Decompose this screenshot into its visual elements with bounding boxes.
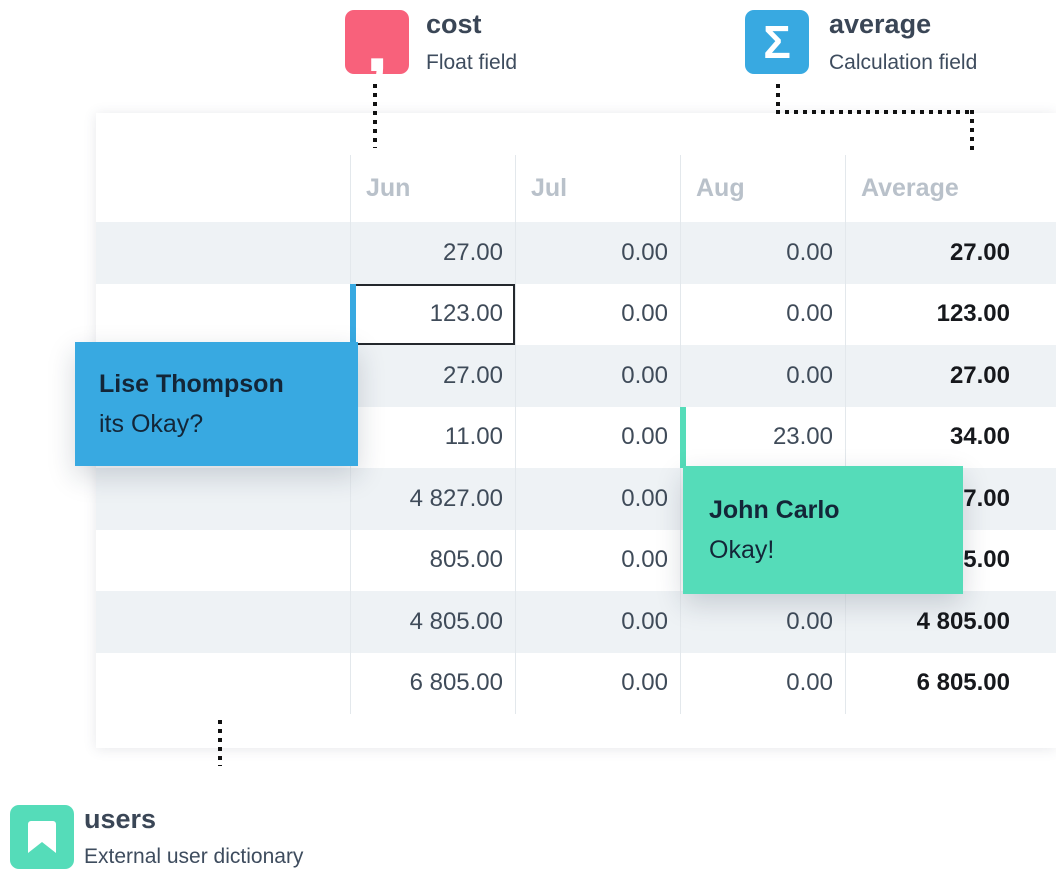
cost-field-subtitle: Float field [426, 51, 518, 74]
comment-message: its Okay? [99, 410, 204, 438]
table-cell-aug[interactable]: 0.00 [680, 345, 845, 407]
row-label-header [96, 155, 350, 222]
user-accent-teal [680, 406, 686, 468]
average-field-title: average [829, 9, 932, 39]
table-cell-jul[interactable]: 0.00 [515, 652, 680, 714]
user-accent-blue [350, 283, 356, 345]
table-cell-aug-highlighted[interactable]: 23.00 [680, 406, 845, 468]
column-header-jul[interactable]: Jul [515, 155, 680, 222]
row-label-cell[interactable] [96, 530, 350, 592]
comment-author: John Carlo [709, 496, 840, 524]
row-label-cell[interactable] [96, 468, 350, 530]
user-dictionary-icon [10, 805, 74, 869]
table-cell-average[interactable]: 27.00 [845, 222, 1056, 284]
table-cell-average[interactable]: 27.00 [845, 345, 1056, 407]
table-row: 27.00 0.00 0.00 27.00 [96, 222, 1056, 284]
table-cell-jul[interactable]: 0.00 [515, 283, 680, 345]
calculation-field-icon: Σ [745, 10, 809, 74]
table-cell-average[interactable]: 123.00 [845, 283, 1056, 345]
table-cell-aug[interactable]: 0.00 [680, 283, 845, 345]
table-cell-jul[interactable]: 0.00 [515, 345, 680, 407]
average-connector-drop [776, 84, 780, 110]
table-row: 4 805.00 0.00 0.00 4 805.00 [96, 591, 1056, 653]
cost-field-title: cost [426, 9, 482, 39]
column-header-aug[interactable]: Aug [680, 155, 845, 222]
comment-author: Lise Thompson [99, 370, 284, 398]
users-field-title: users [84, 804, 157, 834]
table-cell-aug[interactable]: 0.00 [680, 652, 845, 714]
column-header-jun[interactable]: Jun [350, 155, 515, 222]
comment-tooltip-john: John Carlo Okay! [683, 466, 963, 594]
average-field-subtitle: Calculation field [829, 51, 978, 74]
table-row: 123.00 0.00 0.00 123.00 [96, 283, 1056, 346]
table-cell-jun[interactable]: 27.00 [350, 222, 515, 284]
table-cell-aug[interactable]: 0.00 [680, 222, 845, 284]
column-header-average[interactable]: Average [845, 155, 1056, 222]
table-cell-jul[interactable]: 0.00 [515, 222, 680, 284]
users-connector-line [218, 720, 222, 766]
table-cell-jun[interactable]: 27.00 [350, 345, 515, 407]
users-field-subtitle: External user dictionary [84, 845, 304, 868]
cost-connector-line [373, 84, 377, 148]
comment-message: Okay! [709, 536, 775, 564]
table-cell-jun[interactable]: 4 805.00 [350, 591, 515, 653]
float-field-icon: , [345, 0, 409, 84]
bookmark-icon [28, 821, 56, 853]
sigma-icon: Σ [763, 16, 791, 68]
average-connector-end [970, 110, 974, 154]
comment-tooltip-lise: Lise Thompson its Okay? [75, 342, 358, 466]
table-header-row: Jun Jul Aug Average [96, 155, 1056, 222]
table-cell-jul[interactable]: 0.00 [515, 406, 680, 468]
table-cell-aug[interactable]: 0.00 [680, 591, 845, 653]
table-cell-average[interactable]: 6 805.00 [845, 652, 1056, 714]
table-cell-jun[interactable]: 11.00 [350, 406, 515, 468]
table-row: 6 805.00 0.00 0.00 6 805.00 [96, 652, 1056, 715]
table-cell-average[interactable]: 34.00 [845, 406, 1056, 468]
table-cell-jun[interactable]: 6 805.00 [350, 652, 515, 714]
table-cell-average[interactable]: 4 805.00 [845, 591, 1056, 653]
table-cell-jul[interactable]: 0.00 [515, 468, 680, 530]
row-label-cell[interactable] [96, 284, 350, 346]
table-cell-jun[interactable]: 805.00 [350, 529, 515, 591]
row-label-cell[interactable] [96, 222, 350, 284]
table-cell-jul[interactable]: 0.00 [515, 529, 680, 591]
selected-cell-outline [350, 283, 515, 345]
table-cell-jun[interactable]: 4 827.00 [350, 468, 515, 530]
row-label-cell[interactable] [96, 653, 350, 715]
row-label-cell[interactable] [96, 591, 350, 653]
table-cell-jul[interactable]: 0.00 [515, 591, 680, 653]
average-connector-line [776, 110, 974, 114]
